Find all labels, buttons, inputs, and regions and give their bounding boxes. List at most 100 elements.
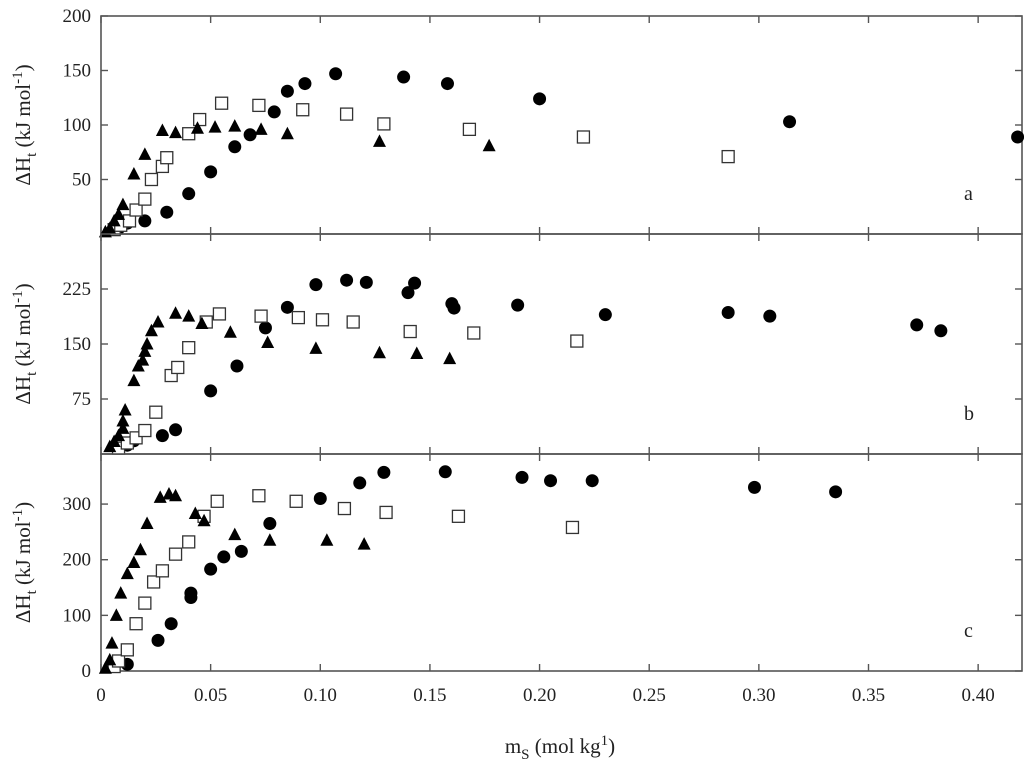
panel-a: 50 100 150 200 ΔHt (kJ mol-1) a	[10, 6, 1024, 238]
data-point-circle	[1011, 130, 1024, 144]
data-point-triangle	[112, 428, 126, 442]
data-point-square	[377, 117, 391, 131]
data-point-square	[193, 112, 207, 127]
series-filled-circle	[120, 273, 948, 452]
data-point-circle	[182, 187, 196, 201]
y-axis-title-sup: -1	[10, 290, 26, 303]
data-point-square	[138, 596, 152, 610]
x-axis: 0 0.05 0.10 0.15 0.20 0.25 0.30 0.35 0.40 mS (mol…	[96, 685, 995, 763]
data-point-circle	[747, 480, 761, 494]
data-point-square	[570, 334, 584, 348]
x-tick-label: 0.15	[413, 685, 446, 706]
data-point-triangle	[280, 126, 294, 140]
y-tick-label: 150	[63, 334, 92, 355]
data-point-triangle	[105, 636, 119, 649]
data-point-circle	[910, 318, 924, 332]
y-tick-label: 50	[72, 170, 91, 191]
data-point-triangle	[309, 341, 323, 354]
data-point-triangle	[153, 490, 167, 503]
data-point-triangle	[320, 533, 334, 546]
data-point-circle	[184, 586, 198, 600]
data-point-triangle	[114, 586, 128, 599]
series-filled-triangle	[98, 119, 496, 238]
data-point-circle	[340, 273, 354, 287]
data-point-square	[122, 214, 137, 228]
data-point-triangle	[372, 134, 386, 147]
y-axis-title-units: (kJ mol	[11, 521, 35, 590]
data-point-circle	[155, 429, 169, 443]
panel-c: 0 100 200 300 ΔHt (kJ mol-1) c	[10, 453, 1023, 682]
x-tick-label: 0.35	[852, 685, 885, 706]
y-tick-label: 200	[63, 6, 92, 27]
x-tick-label: 0.30	[742, 685, 775, 706]
data-point-triangle	[138, 344, 152, 357]
x-axis-title-main: m	[505, 734, 521, 758]
data-point-square	[129, 617, 143, 631]
data-point-square	[155, 564, 170, 578]
data-point-triangle	[136, 353, 150, 366]
y-tick-label: 150	[63, 61, 92, 82]
data-point-square	[576, 130, 591, 144]
data-point-triangle	[195, 316, 209, 329]
data-point-triangle	[169, 125, 183, 139]
data-point-circle	[138, 214, 152, 228]
data-point-square	[212, 307, 227, 321]
data-point-triangle	[188, 506, 202, 520]
y-tick-label: 0	[82, 661, 92, 682]
data-point-circle	[329, 67, 343, 81]
data-point-square	[129, 203, 143, 217]
data-point-triangle	[263, 533, 277, 546]
data-point-triangle	[138, 147, 152, 160]
data-point-triangle	[133, 542, 147, 556]
y-tick-label: 100	[63, 115, 92, 136]
y-tick-label: 300	[63, 494, 92, 515]
data-point-circle	[164, 617, 178, 631]
data-point-triangle	[197, 513, 211, 527]
data-point-circle	[544, 474, 558, 488]
data-point-triangle	[107, 213, 121, 227]
y-axis-title-sup: -1	[10, 71, 26, 84]
series-filled-circle	[112, 67, 1024, 236]
data-point-circle	[204, 165, 218, 179]
data-point-square	[403, 324, 417, 339]
data-point-triangle	[482, 138, 496, 152]
data-point-triangle	[109, 608, 123, 621]
data-point-square	[315, 313, 330, 327]
y-axis-title: ΔHt (kJ mol-1)	[10, 502, 40, 623]
data-point-square	[171, 360, 185, 375]
data-point-square	[462, 122, 477, 137]
data-point-circle	[204, 562, 218, 576]
panel-label: c	[964, 620, 973, 642]
data-point-circle	[280, 300, 294, 314]
data-point-square	[379, 505, 393, 520]
data-point-square	[144, 172, 159, 187]
data-point-square	[149, 405, 163, 419]
data-point-circle	[353, 476, 367, 490]
data-point-circle	[515, 470, 529, 484]
x-tick-label: 0.40	[962, 685, 995, 706]
y-axis-title-sub: t	[24, 589, 40, 594]
y-axis-title: ΔHt (kJ mol-1)	[10, 64, 40, 185]
data-point-circle	[263, 517, 277, 531]
y-axis-title-sub: t	[24, 371, 40, 376]
y-axis-title-units: (kJ mol	[11, 84, 35, 153]
data-point-circle	[309, 278, 323, 292]
data-point-square	[721, 149, 735, 164]
data-point-circle	[763, 309, 777, 323]
data-point-square	[252, 489, 266, 503]
series-open-square	[107, 96, 735, 237]
data-point-triangle	[169, 488, 183, 502]
y-axis-title-sup: -1	[10, 509, 26, 522]
y-axis-title: ΔHt (kJ mol-1)	[10, 283, 40, 404]
data-point-circle	[511, 298, 525, 312]
panel-label: a	[964, 183, 973, 205]
y-tick-label: 75	[72, 389, 91, 410]
data-point-circle	[160, 205, 174, 219]
data-point-triangle	[190, 121, 204, 134]
x-tick-label: 0.05	[194, 685, 227, 706]
data-point-triangle	[112, 207, 126, 220]
data-point-triangle	[127, 555, 141, 568]
data-point-circle	[228, 140, 242, 154]
series-open-square	[107, 489, 580, 674]
